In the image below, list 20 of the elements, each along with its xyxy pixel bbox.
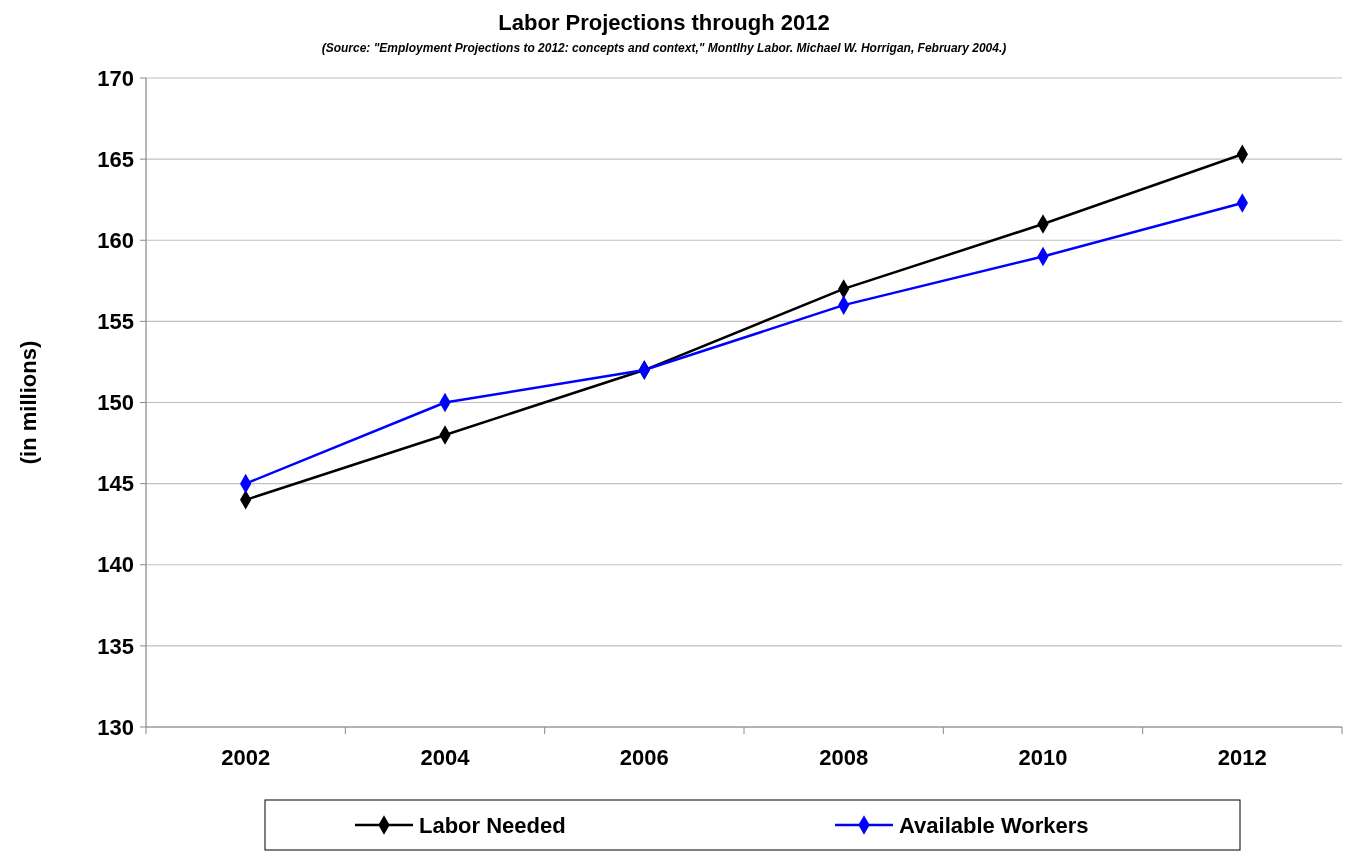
- y-tick-label: 165: [97, 146, 134, 172]
- y-tick-label: 170: [97, 65, 134, 91]
- y-tick-label: 155: [97, 309, 134, 335]
- y-tick-label: 130: [97, 714, 134, 740]
- y-axis-title: (in millions): [16, 340, 41, 465]
- x-tick-label: 2004: [420, 745, 471, 770]
- chart-subtitle: (Source: "Employment Projections to 2012: concepts and context," Montlhy Labor. Michael W. Horrigan, February 2004.): [321, 41, 1007, 55]
- y-tick-label: 150: [97, 390, 134, 416]
- legend-label: Labor Needed: [419, 812, 566, 838]
- y-tick-label: 140: [97, 552, 134, 578]
- x-tick-label: 2012: [1217, 745, 1267, 770]
- y-tick-label: 160: [97, 227, 134, 253]
- x-tick-label: 2006: [619, 745, 669, 770]
- legend-label: Available Workers: [899, 812, 1089, 838]
- y-tick-label: 135: [97, 633, 134, 659]
- x-tick-label: 2002: [221, 745, 271, 770]
- x-tick-label: 2010: [1018, 745, 1068, 770]
- chart-title: Labor Projections through 2012: [498, 10, 830, 35]
- y-tick-label: 145: [97, 471, 134, 497]
- x-tick-label: 2008: [819, 745, 869, 770]
